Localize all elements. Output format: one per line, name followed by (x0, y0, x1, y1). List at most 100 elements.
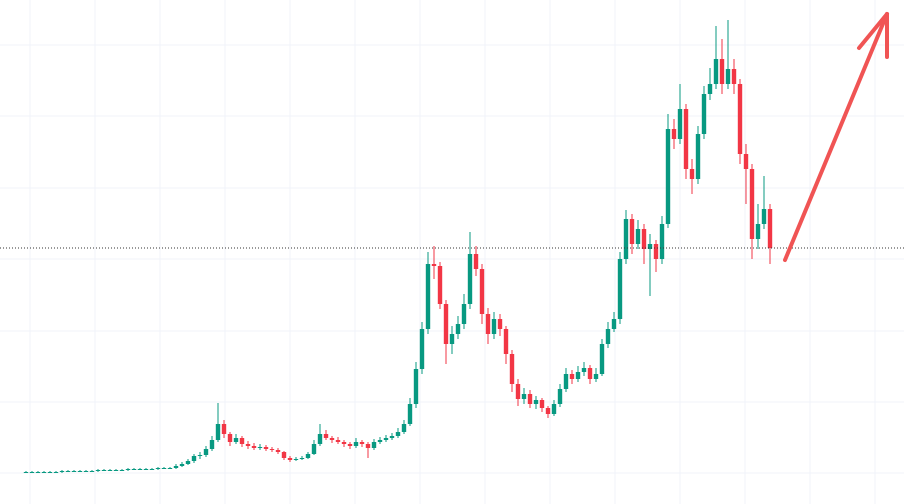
candle-body (497, 319, 503, 329)
candle-body (395, 432, 401, 436)
candle-body (515, 384, 521, 399)
candle-body (635, 229, 641, 244)
candle-body (701, 94, 707, 134)
candle-body (41, 472, 47, 473)
candle-body (491, 319, 497, 334)
candle-body (533, 400, 539, 404)
candle-body (479, 269, 485, 314)
candle-body (737, 84, 743, 154)
candle-body (47, 472, 53, 473)
candle-body (35, 472, 41, 473)
candle-body (131, 469, 137, 470)
candle-body (485, 314, 491, 334)
candle-body (269, 449, 275, 450)
candle-body (53, 472, 59, 473)
candle-body (665, 129, 671, 224)
candle-body (443, 304, 449, 344)
candle-body (299, 458, 305, 459)
candle-body (563, 374, 569, 389)
candle-body (305, 454, 311, 458)
candle-body (89, 471, 95, 472)
candle-body (575, 372, 581, 379)
candle-body (197, 455, 203, 456)
candle-body (137, 469, 143, 470)
candle-body (509, 354, 515, 384)
candle-body (143, 469, 149, 470)
candle-body (671, 129, 677, 139)
candle-body (263, 447, 269, 449)
candle-body (29, 472, 35, 473)
candle-body (83, 471, 89, 472)
candle-body (383, 438, 389, 440)
candle-body (629, 219, 635, 244)
candle-body (119, 470, 125, 471)
candle-body (347, 444, 353, 446)
candle-body (227, 434, 233, 442)
candle-body (683, 109, 689, 169)
candle-body (341, 442, 347, 444)
vertical-grid (29, 0, 876, 504)
candle-body (467, 254, 473, 304)
candle-body (659, 224, 665, 259)
candle-body (389, 436, 395, 438)
candle-body (413, 369, 419, 404)
candle-body (245, 444, 251, 446)
candle-body (437, 266, 443, 304)
candle-body (407, 404, 413, 424)
candle-body (65, 471, 71, 472)
candle-body (221, 424, 227, 434)
candle-body (569, 374, 575, 379)
candle-body (287, 458, 293, 460)
candle-body (707, 84, 713, 94)
candle-body (377, 440, 383, 442)
candle-body (215, 424, 221, 440)
candle-body (107, 470, 113, 471)
candle-body (539, 400, 545, 408)
candle-body (329, 438, 335, 440)
candle-body (749, 169, 755, 239)
candle-body (617, 259, 623, 319)
candle-body (155, 468, 161, 469)
marks (0, 20, 904, 474)
candle-body (605, 329, 611, 344)
candle-body (101, 470, 107, 471)
candle-body (401, 424, 407, 432)
candle-body (95, 470, 101, 471)
candle-body (203, 449, 209, 455)
arrow-shaft (783, 12, 889, 262)
candle-body (419, 329, 425, 369)
candle-body (365, 444, 371, 448)
candle-body (281, 452, 287, 458)
candle-body (149, 469, 155, 470)
candle-body (113, 470, 119, 471)
candle-body (167, 468, 173, 469)
candle-body (623, 219, 629, 259)
candle-body (503, 329, 509, 354)
candle-body (353, 442, 359, 446)
candle-body (323, 434, 329, 438)
candle-body (725, 69, 731, 84)
candle-body (371, 442, 377, 448)
candle-body (431, 264, 437, 266)
candle-body (161, 468, 167, 469)
candle-body (71, 471, 77, 472)
candle-body (461, 304, 467, 324)
candle-body (545, 408, 551, 414)
candle-body (359, 442, 365, 444)
candle-body (689, 169, 695, 179)
candle-body (335, 440, 341, 442)
candle-body (641, 229, 647, 249)
candle-body (191, 456, 197, 461)
candle-body (587, 368, 593, 379)
candle-body (653, 244, 659, 259)
candle-body (599, 344, 605, 374)
arrow-head (857, 12, 889, 50)
candle-body (731, 69, 737, 84)
candle-body (293, 459, 299, 460)
candle-body (179, 464, 185, 466)
candle-body (185, 461, 191, 464)
arrow (783, 12, 889, 262)
candle-body (275, 450, 281, 452)
candle-body (173, 466, 179, 468)
candle-body (425, 264, 431, 329)
